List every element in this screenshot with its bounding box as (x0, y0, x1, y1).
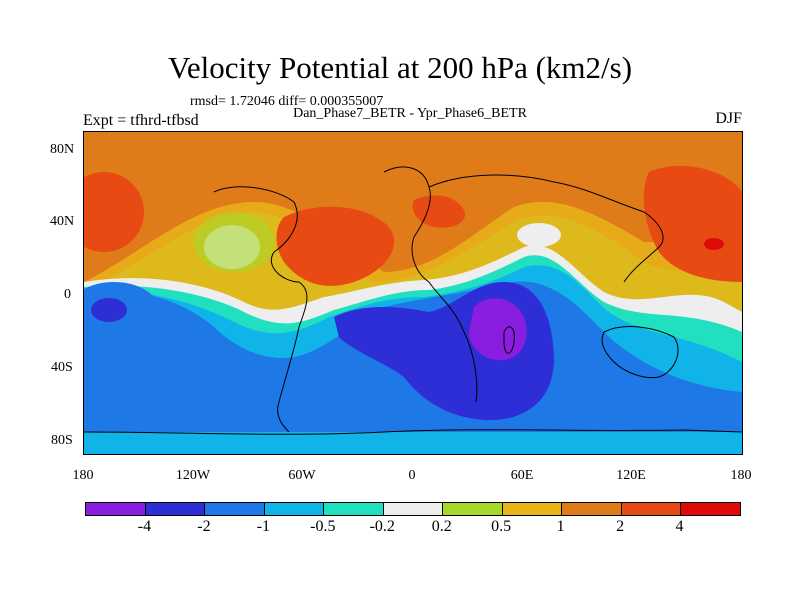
region-green-north-america (194, 212, 274, 272)
colorbar-label: 1 (556, 518, 565, 535)
contour-field (84, 165, 742, 454)
lon-label-60e: 60E (510, 468, 534, 483)
colorbar-swatch (86, 503, 146, 515)
colorbar-label: -0.2 (369, 518, 395, 535)
colorbar-label: -1 (256, 518, 271, 535)
subtitle: Dan_Phase7_BETR - Ypr_Phase6_BETR (293, 106, 527, 121)
colorbar-swatch (502, 503, 563, 515)
colorbar (85, 502, 741, 516)
colorbar-swatch (324, 503, 384, 515)
map-panel (83, 131, 743, 455)
lat-label-40n: 40N (50, 214, 75, 229)
colorbar-swatch (145, 503, 206, 515)
season-label: DJF (715, 110, 742, 127)
colorbar-swatch (264, 503, 325, 515)
region-red-west-pacific (643, 165, 742, 282)
page-title: Velocity Potential at 200 hPa (km2/s) (167, 50, 633, 85)
lat-label-80n: 80N (50, 142, 75, 157)
colorbar-label: 0.5 (491, 518, 512, 535)
colorbar-label: -0.5 (310, 518, 336, 535)
region-red-atlantic (276, 206, 395, 286)
lon-label-120e: 120E (616, 468, 646, 483)
stats-line: rmsd= 1.72046 diff= 0.000355007 (190, 94, 384, 109)
colorbar-label: -2 (197, 518, 211, 535)
lat-label-80s: 80S (51, 433, 73, 448)
experiment-label: Expt = tfhrd-tfbsd (83, 112, 199, 129)
colorbar-swatch (562, 503, 622, 515)
colorbar-swatch (443, 503, 503, 515)
region-red-europe (412, 195, 465, 228)
coastlines (84, 166, 742, 435)
colorbar-label: -4 (137, 518, 152, 535)
region-purple-min (469, 298, 527, 361)
colorbar-label: 4 (675, 518, 684, 535)
lon-label-0: 0 (408, 468, 416, 483)
lon-label-180e: 180 (730, 468, 752, 483)
colorbar-swatch (205, 503, 265, 515)
region-white-himalaya (517, 223, 561, 247)
colorbar-label: 2 (616, 518, 625, 535)
region-darkblue-eastern-pacific (91, 298, 127, 322)
lon-label-180w: 180 (72, 468, 94, 483)
lat-label-40s: 40S (51, 360, 73, 375)
lon-label-120w: 120W (175, 468, 211, 483)
region-deep-red-max (704, 238, 724, 250)
lon-label-60w: 60W (288, 468, 316, 483)
region-red-north-pacific (84, 172, 144, 252)
colorbar-label: 0.2 (431, 518, 452, 535)
colorbar-swatch (383, 503, 444, 515)
colorbar-swatch (621, 503, 682, 515)
colorbar-swatch (681, 503, 741, 515)
lat-label-0: 0 (64, 287, 71, 302)
